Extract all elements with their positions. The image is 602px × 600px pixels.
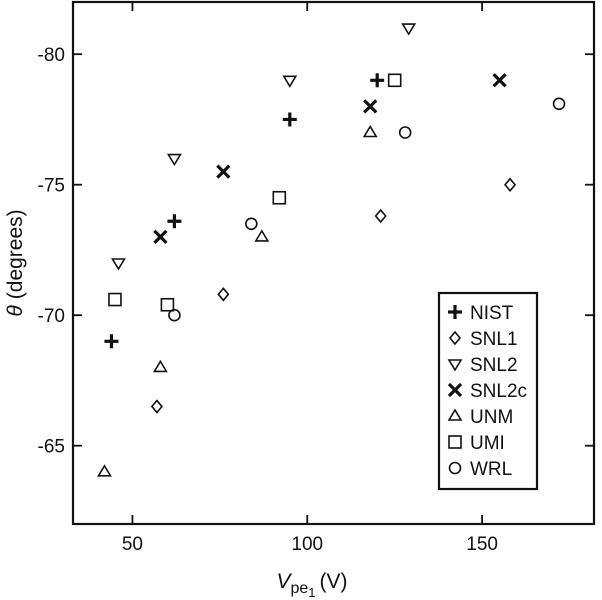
legend-marker-snl2c (447, 382, 463, 398)
data-point-unm (254, 229, 270, 242)
legend-marker-nist (448, 305, 462, 319)
data-point-unm (362, 124, 378, 138)
series-snl2c (153, 73, 507, 245)
data-point-snl2 (282, 75, 298, 88)
y-tick-label: -80 (38, 45, 65, 66)
legend-item-umi: UMI (448, 433, 505, 454)
data-point-snl1 (374, 208, 387, 224)
data-point-snl2 (401, 23, 417, 36)
legend-item-snl2: SNL2 (447, 355, 518, 376)
legend-item-snl1: SNL1 (448, 329, 518, 350)
legend-label: SNL1 (470, 329, 518, 350)
x-axis-label-sub: pe (290, 580, 308, 597)
x-tick-label: 100 (291, 534, 323, 555)
legend: NIST SNL1 SNL2 SNL2c UNM UMI WRL (437, 291, 539, 491)
data-point-nist (104, 334, 119, 349)
y-axis-label: θ (degrees) (4, 209, 27, 316)
x-axis-label-subsub: 1 (308, 585, 315, 600)
x-tick-label: 150 (466, 534, 498, 555)
data-point-snl2c (363, 99, 378, 114)
data-point-nist (370, 73, 385, 88)
data-point-umi (272, 190, 287, 205)
data-point-unm (153, 359, 168, 373)
y-tick-label: -65 (38, 437, 65, 458)
data-points (97, 23, 566, 477)
data-point-nist (167, 214, 182, 229)
data-point-snl2c (492, 73, 507, 88)
legend-label: UNM (470, 407, 513, 428)
x-axis-label: Vpe1 (V) (276, 570, 347, 600)
legend-marker-wrl (448, 461, 462, 475)
legend-item-nist: NIST (448, 303, 514, 324)
data-point-snl2 (111, 258, 126, 271)
x-axis-label-unit: (V) (320, 570, 348, 593)
x-tick-label: 50 (122, 534, 143, 555)
data-point-wrl (398, 126, 412, 139)
legend-box (437, 291, 539, 491)
data-point-snl1 (150, 399, 163, 414)
data-point-wrl (168, 308, 181, 322)
legend-item-snl2c: SNL2c (447, 381, 527, 402)
legend-item-wrl: WRL (448, 459, 512, 480)
y-axis-label-symbol: θ (4, 305, 27, 317)
data-point-wrl (245, 217, 258, 231)
series-wrl (168, 97, 566, 322)
data-point-umi (387, 73, 402, 88)
data-point-snl1 (217, 287, 230, 302)
legend-label: NIST (470, 303, 514, 324)
data-point-umi (160, 297, 175, 312)
series-snl1 (150, 177, 517, 414)
data-point-unm (97, 464, 112, 477)
data-point-snl1 (504, 177, 517, 192)
data-point-wrl (552, 97, 566, 111)
series-snl2 (111, 23, 417, 271)
legend-marker-unm (447, 408, 463, 421)
x-axis-label-main: V (276, 570, 292, 593)
legend-label: SNL2 (470, 355, 518, 376)
plot-frame (71, 0, 596, 526)
data-point-snl2c (153, 229, 168, 245)
legend-label: SNL2c (470, 381, 527, 402)
y-tick-label: -75 (38, 176, 65, 197)
axis-ticks: 50 100 150 -65 -70 -75 -80 (38, 2, 594, 555)
data-point-snl2 (166, 153, 182, 167)
series-umi (108, 73, 402, 312)
legend-label: UMI (470, 433, 505, 454)
legend-marker-snl1 (448, 330, 462, 346)
data-point-snl2c (216, 164, 231, 179)
legend-label: WRL (470, 459, 512, 480)
legend-item-unm: UNM (447, 407, 513, 428)
data-point-umi (108, 292, 122, 307)
series-unm (97, 124, 378, 477)
legend-marker-umi (448, 435, 462, 449)
series-nist (104, 73, 385, 349)
y-tick-label: -70 (38, 306, 65, 327)
legend-marker-snl2 (447, 359, 463, 372)
y-axis-label-unit: (degrees) (4, 209, 27, 299)
data-point-nist (282, 112, 297, 127)
